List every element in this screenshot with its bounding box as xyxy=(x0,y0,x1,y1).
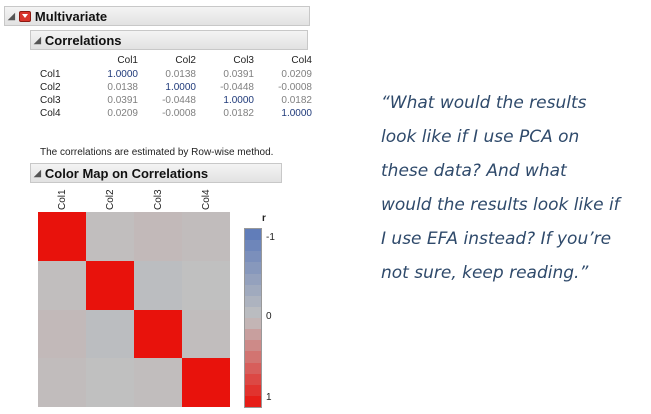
heatmap-cell xyxy=(182,358,230,407)
table-row: Col4 0.0209 -0.0008 0.0182 1.0000 xyxy=(40,107,312,120)
legend-band xyxy=(245,295,261,307)
color-legend-bar xyxy=(244,228,262,408)
correlation-value: 0.0391 xyxy=(107,95,138,106)
method-note: The correlations are estimated by Row-wi… xyxy=(40,147,274,158)
row-label: Col1 xyxy=(40,69,61,80)
heatmap-cell xyxy=(182,212,230,261)
heatmap-column-label: Col2 xyxy=(105,189,116,210)
collapse-triangle-icon[interactable]: ◢ xyxy=(8,10,15,21)
heatmap-cell xyxy=(38,358,86,407)
legend-band xyxy=(245,318,261,330)
correlation-heatmap xyxy=(38,212,230,407)
corner-cell xyxy=(40,54,80,68)
correlation-value: 1.0000 xyxy=(223,95,254,106)
quote-line: “What would the results xyxy=(381,93,587,113)
legend-band xyxy=(245,251,261,263)
heatmap-cell xyxy=(182,309,230,359)
heatmap-cell xyxy=(134,358,182,407)
legend-band xyxy=(245,395,261,407)
legend-band xyxy=(245,373,261,385)
table-row: Col3 0.0391 -0.0448 1.0000 0.0182 xyxy=(40,94,312,107)
row-label: Col3 xyxy=(40,95,61,106)
legend-band xyxy=(245,340,261,352)
legend-band xyxy=(245,384,261,396)
correlation-table: Col1 Col2 Col3 Col4 Col1 1.0000 0.0138 0… xyxy=(40,54,312,120)
heatmap-column-label: Col4 xyxy=(201,189,212,210)
quote-line: look like if I use PCA on xyxy=(381,127,580,147)
legend-band xyxy=(245,306,261,318)
multivariate-title: Multivariate xyxy=(34,8,108,24)
legend-band xyxy=(245,284,261,296)
legend-title: r xyxy=(262,213,266,224)
legend-band xyxy=(245,262,261,274)
heatmap-column-label: Col3 xyxy=(153,189,164,210)
quote-text: “What would the results look like if I u… xyxy=(381,86,646,290)
heatmap-column-labels: Col1 Col2 Col3 Col4 xyxy=(38,186,230,210)
correlation-value: -0.0448 xyxy=(162,95,196,106)
legend-band xyxy=(245,362,261,374)
quote-line: I use EFA instead? If you’re xyxy=(381,229,612,249)
correlation-value: 0.0209 xyxy=(107,108,138,119)
legend-band xyxy=(245,273,261,285)
heatmap-column-label: Col1 xyxy=(57,189,68,210)
quote-line: would the results look like if xyxy=(381,195,620,215)
column-header: Col4 xyxy=(291,55,312,66)
heatmap-cell xyxy=(86,212,134,261)
legend-tick-label: 1 xyxy=(266,392,272,403)
heatmap-cell xyxy=(38,212,86,261)
row-label: Col4 xyxy=(40,108,61,119)
heatmap-cell xyxy=(38,260,86,310)
heatmap-cell xyxy=(134,309,182,359)
multivariate-header[interactable]: ◢ Multivariate xyxy=(4,6,310,26)
legend-tick-label: 0 xyxy=(266,311,272,322)
heatmap-cell xyxy=(86,260,134,310)
legend-band xyxy=(245,229,261,241)
heatmap-cell xyxy=(134,260,182,310)
correlation-value: 0.0138 xyxy=(107,82,138,93)
collapse-triangle-icon[interactable]: ◢ xyxy=(34,34,41,45)
correlation-value: 0.0209 xyxy=(281,69,312,80)
correlations-title: Correlations xyxy=(44,32,122,48)
legend-band xyxy=(245,351,261,363)
heatmap-cell xyxy=(86,309,134,359)
correlations-header[interactable]: ◢ Correlations xyxy=(30,30,308,50)
correlation-value: 1.0000 xyxy=(165,82,196,93)
correlation-value: 0.0391 xyxy=(223,69,254,80)
legend-band xyxy=(245,329,261,341)
table-row: Col2 0.0138 1.0000 -0.0448 -0.0008 xyxy=(40,81,312,94)
heatmap-cell xyxy=(86,358,134,407)
correlation-value: -0.0008 xyxy=(278,82,312,93)
colormap-header[interactable]: ◢ Color Map on Correlations xyxy=(30,163,282,183)
correlation-value: -0.0008 xyxy=(162,108,196,119)
quote-line: not sure, keep reading.” xyxy=(381,263,589,283)
correlation-value: 1.0000 xyxy=(281,108,312,119)
red-triangle-menu-icon[interactable] xyxy=(18,10,31,22)
correlation-value: 1.0000 xyxy=(107,69,138,80)
legend-tick-label: -1 xyxy=(266,232,275,243)
heatmap-cell xyxy=(38,309,86,359)
row-label: Col2 xyxy=(40,82,61,93)
correlation-value: 0.0182 xyxy=(281,95,312,106)
column-header: Col3 xyxy=(233,55,254,66)
quote-line: these data? And what xyxy=(381,161,567,181)
collapse-triangle-icon[interactable]: ◢ xyxy=(34,167,41,178)
column-header: Col2 xyxy=(175,55,196,66)
legend-band xyxy=(245,240,261,252)
correlation-value: 0.0182 xyxy=(223,108,254,119)
correlation-value: -0.0448 xyxy=(220,82,254,93)
colormap-title: Color Map on Correlations xyxy=(44,165,209,181)
heatmap-cell xyxy=(182,260,230,310)
column-header: Col1 xyxy=(117,55,138,66)
table-row: Col1 1.0000 0.0138 0.0391 0.0209 xyxy=(40,68,312,81)
heatmap-cell xyxy=(134,212,182,261)
correlation-value: 0.0138 xyxy=(165,69,196,80)
